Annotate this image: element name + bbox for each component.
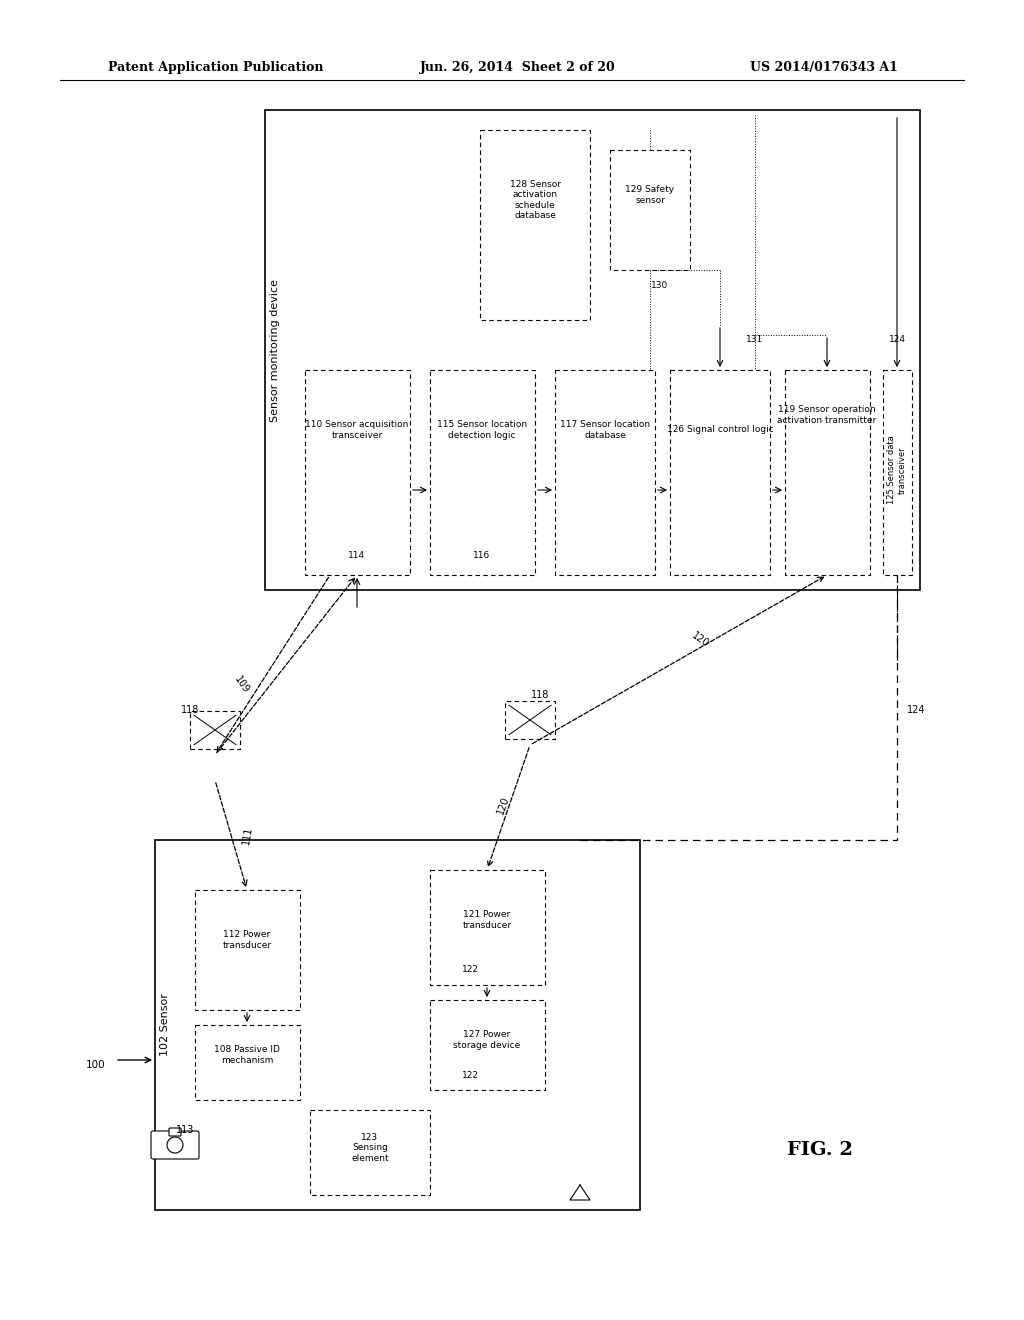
Text: 108 Passive ID
mechanism: 108 Passive ID mechanism bbox=[214, 1045, 280, 1065]
Text: 119 Sensor operation
activation transmitter: 119 Sensor operation activation transmit… bbox=[777, 405, 877, 425]
Text: US 2014/0176343 A1: US 2014/0176343 A1 bbox=[750, 62, 898, 74]
Text: 118: 118 bbox=[181, 705, 200, 715]
Text: 128 Sensor
activation
schedule
database: 128 Sensor activation schedule database bbox=[510, 180, 560, 220]
Text: 110 Sensor acquisition
transceiver: 110 Sensor acquisition transceiver bbox=[305, 420, 409, 440]
Text: 131: 131 bbox=[746, 335, 764, 345]
FancyBboxPatch shape bbox=[151, 1131, 199, 1159]
Text: 124: 124 bbox=[889, 335, 905, 345]
Text: 123
Sensing
element: 123 Sensing element bbox=[351, 1133, 389, 1163]
Text: 120: 120 bbox=[689, 631, 711, 649]
Text: Jun. 26, 2014  Sheet 2 of 20: Jun. 26, 2014 Sheet 2 of 20 bbox=[420, 62, 615, 74]
Text: 122: 122 bbox=[462, 965, 478, 974]
Text: Patent Application Publication: Patent Application Publication bbox=[108, 62, 324, 74]
Text: 121 Power
transducer: 121 Power transducer bbox=[463, 911, 512, 929]
Text: FIG. 2: FIG. 2 bbox=[787, 1140, 853, 1159]
Text: 120: 120 bbox=[496, 795, 511, 816]
Text: 102 Sensor: 102 Sensor bbox=[160, 994, 170, 1056]
Text: 117 Sensor location
database: 117 Sensor location database bbox=[560, 420, 650, 440]
Text: 115 Sensor location
detection logic: 115 Sensor location detection logic bbox=[437, 420, 527, 440]
Text: 113: 113 bbox=[176, 1125, 195, 1135]
Text: 114: 114 bbox=[348, 550, 366, 560]
Text: 124: 124 bbox=[907, 705, 926, 715]
Text: 100: 100 bbox=[85, 1060, 105, 1071]
Text: 127 Power
storage device: 127 Power storage device bbox=[454, 1031, 520, 1049]
Text: 109: 109 bbox=[232, 675, 251, 696]
Text: 129 Safety
sensor: 129 Safety sensor bbox=[626, 185, 675, 205]
Text: 126 Signal control logic: 126 Signal control logic bbox=[667, 425, 773, 434]
Text: 125 Sensor data
transceiver: 125 Sensor data transceiver bbox=[888, 436, 906, 504]
Text: Sensor monitoring device: Sensor monitoring device bbox=[270, 279, 280, 421]
FancyBboxPatch shape bbox=[169, 1129, 181, 1137]
Text: 116: 116 bbox=[473, 550, 490, 560]
Text: 111: 111 bbox=[242, 825, 255, 845]
Text: 112 Power
transducer: 112 Power transducer bbox=[222, 931, 271, 949]
Text: 130: 130 bbox=[651, 281, 669, 289]
Text: 118: 118 bbox=[530, 690, 549, 700]
Text: 122: 122 bbox=[462, 1071, 478, 1080]
